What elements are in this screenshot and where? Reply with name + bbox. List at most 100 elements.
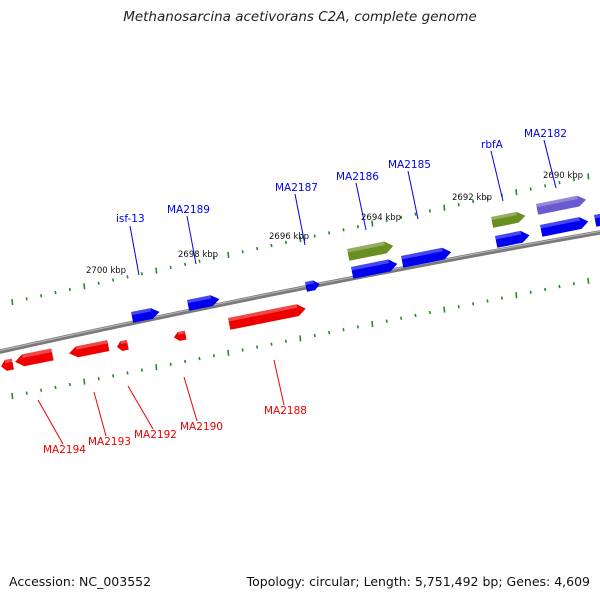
tick-mark <box>126 371 129 375</box>
gene-arrow[interactable] <box>68 340 110 359</box>
tick-mark <box>515 292 518 299</box>
tick-mark <box>544 287 547 292</box>
tick-mark <box>212 354 215 358</box>
tick-mark <box>140 368 143 372</box>
tick-mark <box>457 203 460 207</box>
tick-mark <box>54 290 57 295</box>
tick-mark <box>500 296 503 300</box>
tick-mark <box>443 204 446 211</box>
tick-mark <box>414 212 417 216</box>
gene-arrow[interactable] <box>14 348 54 368</box>
lower-tick-track <box>11 277 590 400</box>
tick-mark <box>112 278 115 282</box>
connector-line <box>127 385 154 430</box>
tick-mark <box>97 281 100 285</box>
tick-mark <box>587 173 590 180</box>
gene-arrow[interactable] <box>347 240 394 261</box>
tick-label: 2692 kbp <box>452 193 492 203</box>
tick-mark <box>25 391 28 395</box>
gene-label-reverse[interactable]: MA2193 <box>88 436 131 448</box>
gene-label-forward[interactable]: MA2189 <box>167 204 210 216</box>
tick-mark <box>515 189 518 196</box>
gene-arrow[interactable] <box>228 303 307 330</box>
tick-mark <box>169 265 172 270</box>
tick-mark <box>457 305 460 309</box>
gene-label-forward[interactable]: isf-13 <box>116 213 145 225</box>
tick-mark <box>587 277 590 284</box>
tick-mark <box>54 385 57 390</box>
tick-mark <box>40 388 43 392</box>
gene-arrow[interactable] <box>401 246 452 268</box>
gene-arrow[interactable] <box>187 294 221 311</box>
tick-label: 2698 kbp <box>178 250 218 260</box>
tick-mark <box>356 325 359 329</box>
gene-label-reverse[interactable]: MA2188 <box>264 405 307 417</box>
tick-mark <box>486 196 489 201</box>
gene-arrow[interactable] <box>540 216 589 237</box>
tick-mark <box>241 250 244 254</box>
gene-arrow[interactable] <box>116 339 129 352</box>
tick-mark <box>400 316 403 320</box>
tick-mark <box>385 218 388 223</box>
tick-mark <box>529 290 532 294</box>
tick-mark <box>198 259 201 263</box>
gene-labels: isf-13 MA2189 MA2187 MA2186 MA2185 rbfA MA2182… <box>43 128 567 456</box>
gene-arrow[interactable] <box>491 210 526 228</box>
gene-arrow[interactable] <box>594 213 600 227</box>
gene-label-forward[interactable]: MA2182 <box>524 128 567 140</box>
tick-mark <box>256 345 259 349</box>
tick-mark <box>428 209 431 213</box>
tick-mark <box>385 319 388 323</box>
gene-arrow[interactable] <box>495 229 531 248</box>
tick-mark <box>25 297 28 301</box>
tick-mark <box>443 306 446 313</box>
gene-label-forward[interactable]: MA2185 <box>388 159 431 171</box>
gene-arrow[interactable] <box>536 194 587 215</box>
gene-label-forward[interactable]: MA2187 <box>275 182 318 194</box>
tick-mark <box>313 333 316 338</box>
tick-mark <box>227 251 230 258</box>
tick-mark <box>83 283 86 290</box>
tick-mark <box>11 392 14 400</box>
tick-mark <box>212 256 215 260</box>
gene-label-reverse[interactable]: MA2192 <box>134 429 177 441</box>
upper-tick-track <box>11 173 590 306</box>
tick-label: 2690 kbp <box>543 171 583 181</box>
connector-line <box>93 391 107 437</box>
tick-mark <box>155 267 158 274</box>
gene-arrow[interactable] <box>305 279 321 292</box>
genome-backbone-highlight <box>0 230 600 352</box>
gene-arrow[interactable] <box>0 358 14 372</box>
tick-mark <box>342 328 345 332</box>
tick-mark <box>428 310 431 315</box>
tick-mark <box>356 225 359 229</box>
gene-features <box>0 194 600 372</box>
tick-mark <box>155 364 158 371</box>
tick-mark <box>184 359 187 364</box>
connector-line <box>490 150 504 202</box>
tick-labels: 2690 kbp 2692 kbp 2694 kbp 2696 kbp 2698 kbp… <box>86 171 583 276</box>
tick-mark <box>284 240 287 245</box>
tick-mark <box>529 187 532 191</box>
tick-mark <box>284 339 287 343</box>
gene-label-forward[interactable]: rbfA <box>481 139 504 151</box>
tick-mark <box>544 184 547 188</box>
gene-arrow[interactable] <box>131 307 161 323</box>
gene-arrow[interactable] <box>173 330 187 342</box>
tick-mark <box>414 313 417 318</box>
tick-mark <box>126 275 129 279</box>
connector-line <box>37 399 64 445</box>
connector-line <box>186 215 197 265</box>
tick-mark <box>313 234 316 238</box>
gene-label-forward[interactable]: MA2186 <box>336 171 379 183</box>
tick-mark <box>472 302 475 306</box>
gene-label-reverse[interactable]: MA2194 <box>43 444 86 456</box>
gene-arrow[interactable] <box>351 258 398 279</box>
tick-mark <box>184 262 187 266</box>
tick-mark <box>371 220 374 227</box>
tick-label: 2696 kbp <box>269 232 309 242</box>
connector-line <box>407 170 419 220</box>
gene-label-reverse[interactable]: MA2190 <box>180 421 223 433</box>
tick-mark <box>486 299 489 303</box>
